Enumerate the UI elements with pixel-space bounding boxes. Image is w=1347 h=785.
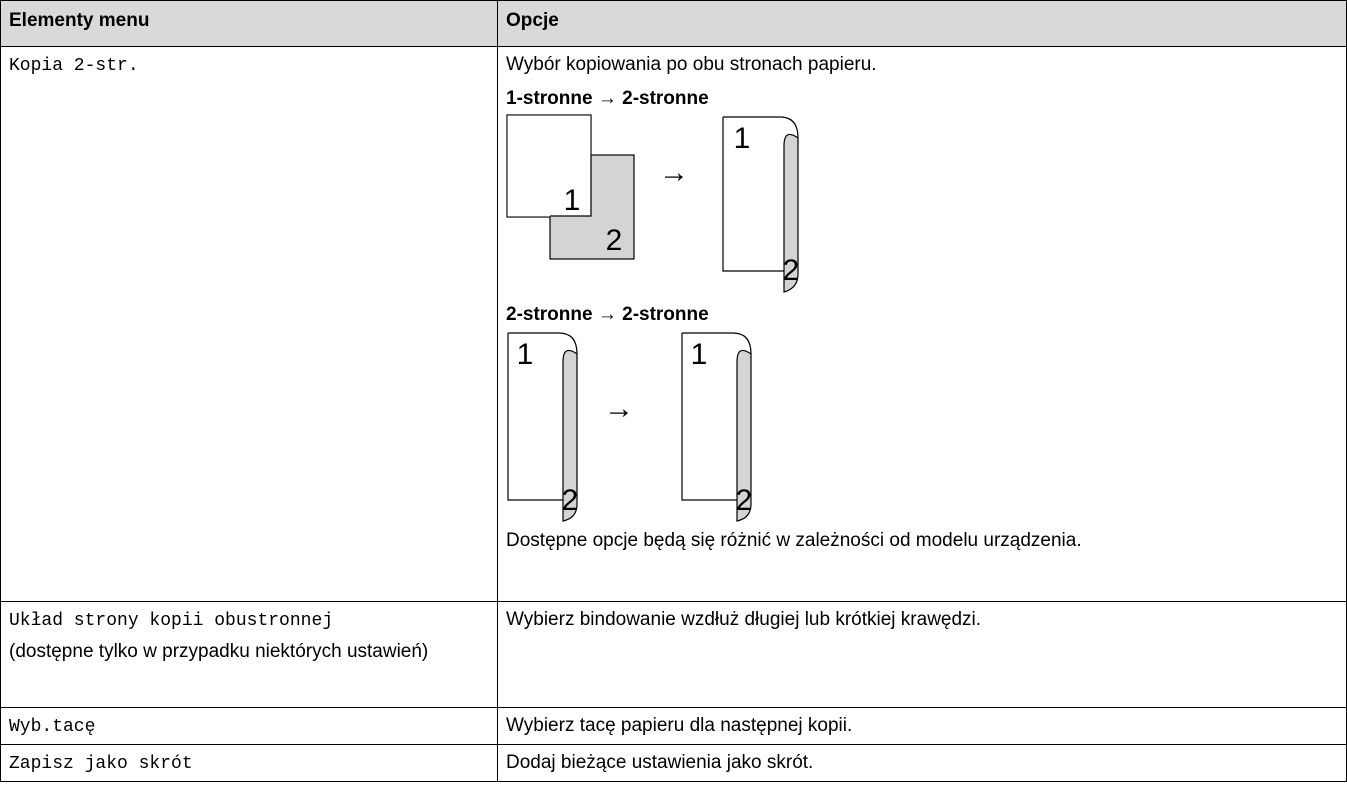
folded-page: 1 2 [681, 332, 753, 522]
page-number: 2 [736, 484, 753, 517]
row: Wyb.tacę Wybierz tacę papieru dla następ… [0, 707, 1347, 745]
options-cell: Dodaj bieżące ustawienia jako skrót. [497, 744, 1347, 782]
page-number: 1 [564, 184, 581, 217]
item-cell: Układ strony kopii obustronnej (dostępne… [0, 601, 498, 708]
page-number: 1 [517, 338, 534, 371]
options-cell: Wybierz bindowanie wzdłuż długiej lub kr… [497, 601, 1347, 708]
item-cell: Wyb.tacę [0, 707, 498, 745]
folded-page: 1 2 [722, 116, 800, 293]
item-cell: Kopia 2-str. [0, 46, 498, 602]
figure-caption: 2-stronne → 2-stronne [506, 304, 709, 325]
item-cell: Zapisz jako skrót [0, 744, 498, 782]
arrow: → [604, 392, 634, 425]
options-cell: Wybierz tacę papieru dla następnej kopii… [497, 707, 1347, 745]
header-row: Elementy menu Opcje [0, 0, 1347, 47]
description: Wybór kopiowania po obu stronach papieru… [506, 54, 877, 75]
arrow: → [659, 156, 689, 189]
item: Zapisz jako skrót [9, 754, 193, 774]
header-cell: Opcje [497, 0, 1347, 47]
item: Kopia 2-str. [9, 56, 139, 76]
figure: 1 2 → 1 2 [507, 332, 753, 522]
note: Dostępne opcje będą się różnić w zależno… [506, 530, 1082, 551]
page-number: 2 [562, 484, 579, 517]
figure-caption: 1-stronne → 2-stronne [506, 88, 709, 109]
options-cell: Wybór kopiowania po obu stronach papieru… [497, 46, 1347, 602]
figure: 1 2 → 1 2 [506, 114, 800, 293]
page-number: 1 [691, 338, 708, 371]
page-number: 2 [783, 254, 800, 287]
page-number: 1 [734, 122, 751, 155]
row: Zapisz jako skrót Dodaj bieżące ustawien… [0, 744, 1347, 782]
page-number: 2 [606, 224, 623, 257]
row: Kopia 2-str. Wybór kopiowania po obu str… [0, 46, 1347, 602]
item-note: (dostępne tylko w przypadku niektórych u… [9, 641, 429, 662]
item: Układ strony kopii obustronnej [9, 611, 334, 631]
item: Wyb.tacę [9, 717, 96, 737]
row: Układ strony kopii obustronnej (dostępne… [0, 601, 1347, 708]
header-cell: Elementy menu [0, 0, 498, 47]
folded-page: 1 2 [507, 332, 579, 522]
